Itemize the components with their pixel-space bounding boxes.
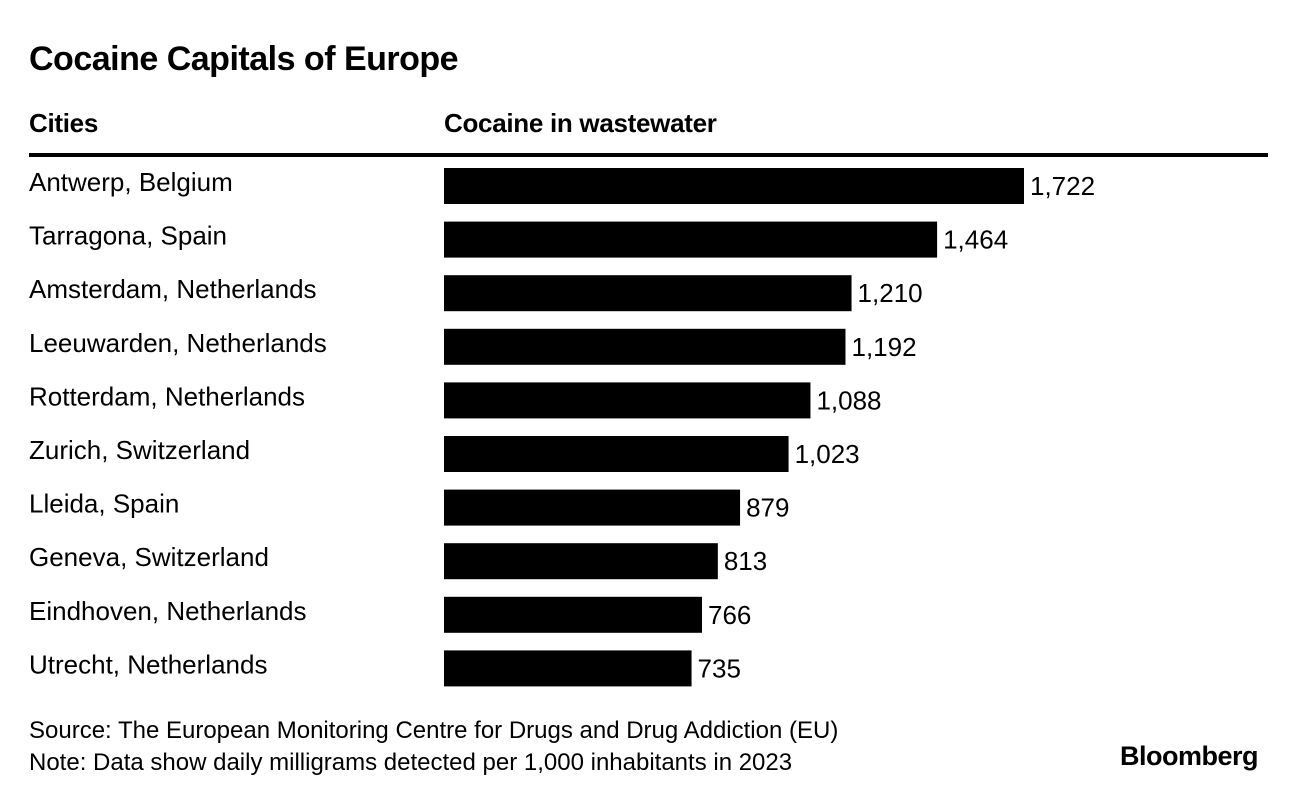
value-label: 1,192 [851,332,916,362]
value-label: 1,722 [1030,171,1095,201]
bar [444,596,703,633]
data-note: Note: Data show daily milligrams detecte… [29,749,793,776]
value-label: 766 [708,600,751,630]
city-label: Lleida, Spain [29,489,179,519]
bar [444,328,846,365]
source-note: Source: The European Monitoring Centre f… [29,717,839,744]
value-column-header: Cocaine in wastewater [444,108,717,138]
chart-footer: Source: The European Monitoring Centre f… [29,715,838,779]
city-label: Amsterdam, Netherlands [29,274,317,304]
bar [444,543,718,580]
bar [444,650,692,687]
city-label: Eindhoven, Netherlands [29,596,307,626]
bar [444,489,741,526]
chart-title: Cocaine Capitals of Europe [29,40,459,78]
value-label: 879 [746,493,789,523]
city-label: Zurich, Switzerland [29,435,250,465]
city-label: Tarragona, Spain [29,221,227,251]
city-label: Leeuwarden, Netherlands [29,328,327,358]
bar [444,168,1024,204]
city-label: Antwerp, Belgium [29,167,233,197]
value-label: 1,023 [795,439,860,469]
bar [444,275,852,312]
city-label: Rotterdam, Netherlands [29,381,305,411]
bar [444,436,789,472]
city-label: Geneva, Switzerland [29,542,269,572]
city-label: Utrecht, Netherlands [29,649,267,679]
bar [444,221,938,258]
value-label: 735 [698,653,741,683]
value-label: 1,210 [858,278,923,308]
value-label: 1,088 [816,385,881,415]
value-label: 1,464 [943,225,1008,255]
cities-column-header: Cities [29,108,99,138]
header-divider [29,153,1268,157]
bar [444,382,811,419]
value-label: 813 [724,546,767,576]
bloomberg-logo: Bloomberg [1119,741,1259,771]
